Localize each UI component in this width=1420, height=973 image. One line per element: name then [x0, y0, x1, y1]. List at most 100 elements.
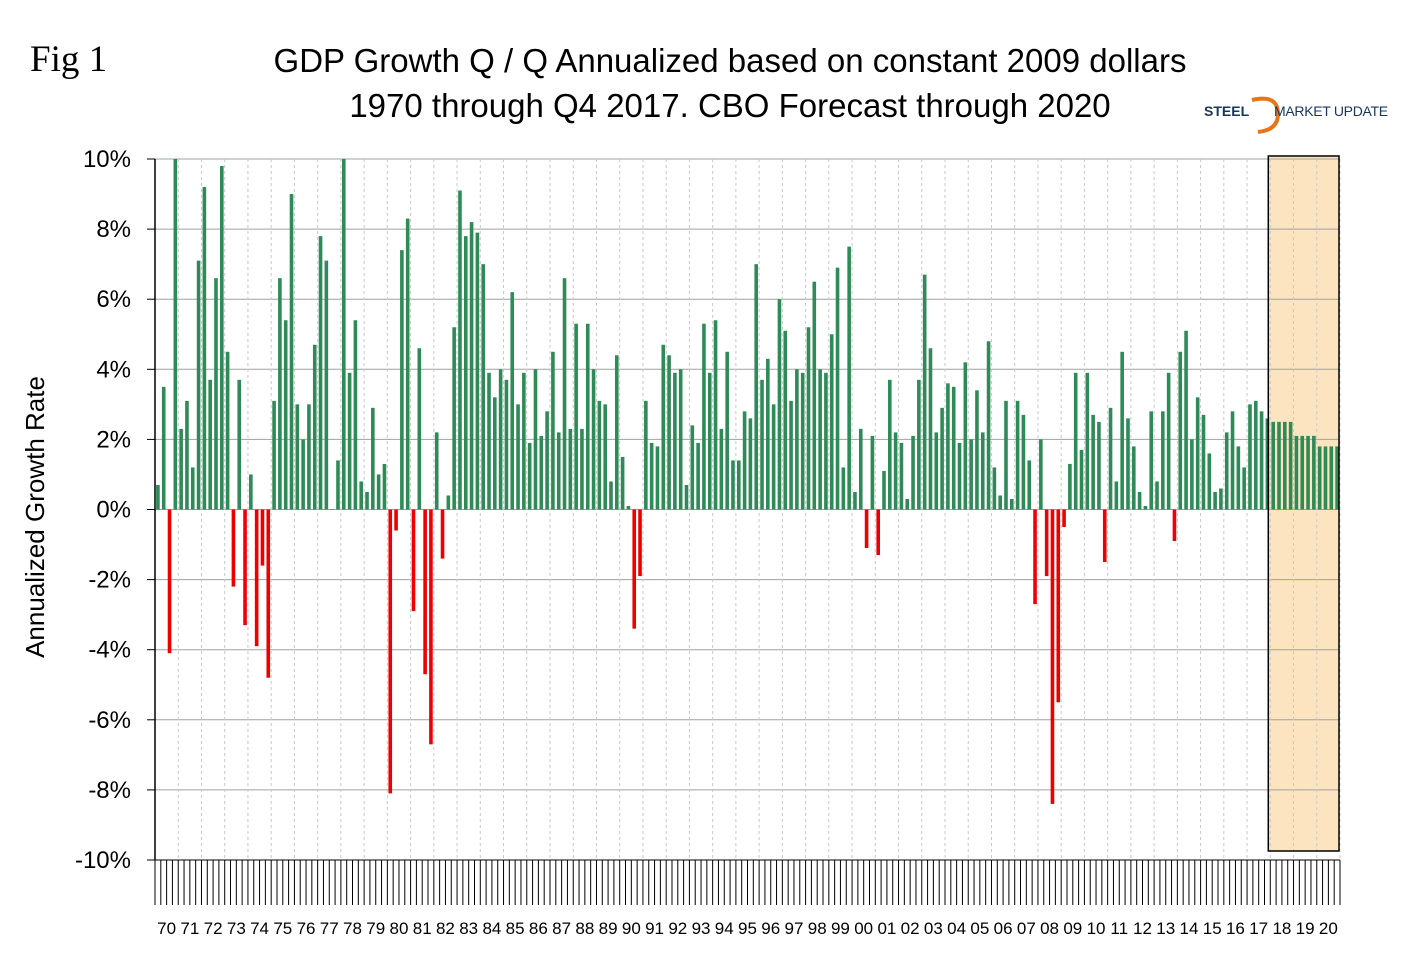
bar — [649, 442, 654, 510]
logo-brand-bold: STEEL — [1204, 103, 1250, 119]
x-tick-label: 81 — [413, 919, 432, 938]
bar — [876, 509, 880, 556]
bar — [644, 400, 648, 510]
bar — [324, 260, 329, 510]
bar — [795, 369, 799, 510]
bar — [156, 484, 160, 510]
bar — [1102, 509, 1107, 563]
y-tick-label: -6% — [88, 707, 131, 734]
x-tick-label: 78 — [343, 919, 362, 938]
bar — [777, 299, 782, 510]
x-tick-label: 75 — [273, 919, 292, 938]
x-tick-label: 71 — [180, 919, 199, 938]
bar — [800, 372, 805, 510]
bar — [870, 435, 875, 510]
bar — [1044, 509, 1049, 577]
y-tick-label: 0% — [96, 497, 131, 524]
bar — [1050, 509, 1055, 804]
bar — [330, 509, 334, 510]
x-tick-label: 16 — [1226, 919, 1245, 938]
bar — [527, 442, 532, 510]
bar — [1323, 446, 1328, 510]
x-tick-label: 14 — [1180, 919, 1199, 938]
bar — [446, 495, 451, 510]
bar — [585, 323, 590, 510]
bar — [609, 481, 613, 510]
bar — [1073, 372, 1078, 510]
bar — [899, 442, 904, 510]
x-tick-label: 02 — [901, 919, 920, 938]
bar — [493, 397, 497, 510]
bar — [463, 236, 468, 510]
bar — [1294, 435, 1299, 510]
bar — [603, 404, 607, 510]
bar — [225, 351, 230, 510]
bar — [1120, 351, 1124, 510]
bar — [1114, 481, 1119, 510]
bar — [243, 509, 247, 626]
chart-subtitle: 1970 through Q4 2017. CBO Forecast throu… — [349, 87, 1111, 124]
x-tick-label: 94 — [715, 919, 734, 938]
bar — [1259, 411, 1264, 510]
bar — [789, 400, 793, 510]
bar — [888, 379, 892, 510]
bar — [1184, 330, 1188, 510]
bar — [748, 418, 753, 510]
bar — [376, 474, 381, 510]
x-tick-label: 83 — [459, 919, 478, 938]
logo-brand-rest: MARKET UPDATE — [1274, 103, 1388, 119]
y-tick-label: -8% — [88, 777, 131, 804]
bar — [341, 159, 346, 510]
bar — [673, 372, 677, 510]
x-tick-label: 17 — [1249, 919, 1268, 938]
bar — [986, 341, 991, 510]
bar — [1312, 435, 1316, 510]
bar — [1126, 418, 1130, 510]
bar — [969, 439, 973, 510]
bar — [562, 278, 567, 510]
bar — [1236, 446, 1241, 510]
x-tick-label: 95 — [738, 919, 757, 938]
x-tick-label: 12 — [1133, 919, 1152, 938]
bar — [1097, 421, 1101, 510]
bar — [1178, 351, 1183, 510]
bar — [783, 330, 788, 510]
bar — [1062, 509, 1066, 528]
bar — [504, 379, 509, 510]
bar — [742, 411, 747, 510]
x-tick-label: 86 — [529, 919, 548, 938]
bar — [208, 379, 212, 510]
bar — [458, 190, 462, 510]
bar — [1155, 481, 1159, 510]
bar — [254, 509, 259, 647]
x-tick-label: 98 — [808, 919, 827, 938]
bar — [498, 369, 503, 510]
bar — [440, 509, 445, 559]
bar — [551, 351, 555, 510]
bar — [1161, 411, 1165, 510]
bar — [864, 509, 869, 549]
bar — [1190, 439, 1194, 510]
x-tick-label: 00 — [854, 919, 873, 938]
bar — [423, 509, 427, 675]
bar — [847, 246, 851, 510]
bar — [934, 432, 939, 510]
bar — [1079, 449, 1084, 510]
bar — [615, 355, 619, 510]
bar — [533, 369, 538, 510]
bar — [655, 446, 660, 510]
bar — [882, 470, 886, 510]
bar — [829, 334, 834, 510]
bar — [835, 267, 840, 510]
bar — [283, 320, 288, 510]
x-tick-label: 01 — [877, 919, 896, 938]
bar — [951, 386, 956, 510]
bar — [185, 400, 189, 510]
x-tick-label: 89 — [599, 919, 618, 938]
bar — [429, 509, 433, 745]
bar — [812, 281, 817, 510]
x-tick-label: 88 — [575, 919, 594, 938]
forecast-box — [1267, 155, 1340, 852]
bar — [1271, 421, 1275, 510]
